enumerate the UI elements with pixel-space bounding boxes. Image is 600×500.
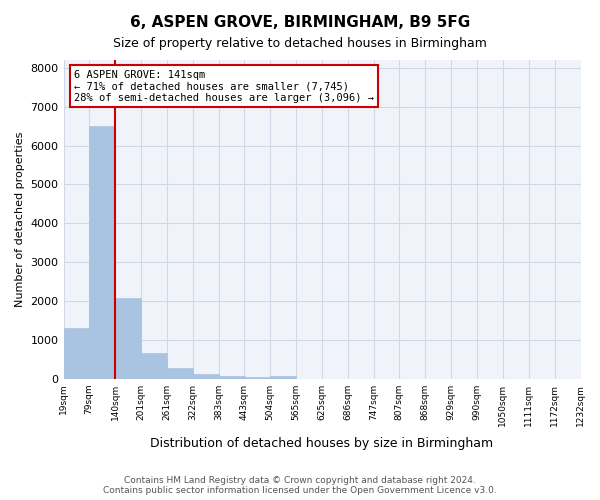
Bar: [270, 376, 296, 379]
Bar: [218, 376, 245, 379]
Bar: [89, 126, 115, 379]
Bar: [141, 353, 167, 379]
Text: 6, ASPEN GROVE, BIRMINGHAM, B9 5FG: 6, ASPEN GROVE, BIRMINGHAM, B9 5FG: [130, 15, 470, 30]
Bar: [193, 374, 218, 379]
Bar: [115, 298, 141, 379]
Text: Size of property relative to detached houses in Birmingham: Size of property relative to detached ho…: [113, 38, 487, 51]
Y-axis label: Number of detached properties: Number of detached properties: [15, 132, 25, 307]
Bar: [244, 377, 270, 379]
Text: 6 ASPEN GROVE: 141sqm
← 71% of detached houses are smaller (7,745)
28% of semi-d: 6 ASPEN GROVE: 141sqm ← 71% of detached …: [74, 70, 374, 103]
Text: Contains HM Land Registry data © Crown copyright and database right 2024.
Contai: Contains HM Land Registry data © Crown c…: [103, 476, 497, 495]
Bar: [64, 328, 89, 379]
Bar: [167, 368, 193, 379]
X-axis label: Distribution of detached houses by size in Birmingham: Distribution of detached houses by size …: [151, 437, 494, 450]
